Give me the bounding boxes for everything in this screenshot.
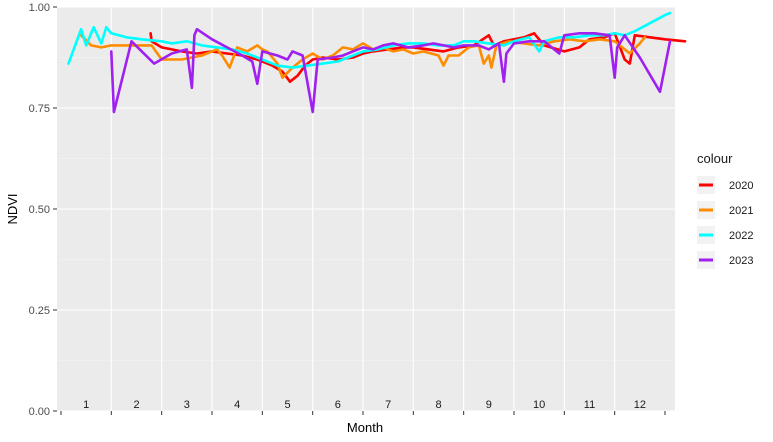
legend-label-2023: 2023	[729, 255, 753, 267]
series-lines	[67, 11, 687, 114]
legend-label-2022: 2022	[729, 230, 753, 242]
legend-items: 2020 2021 2022 2023	[697, 176, 753, 269]
legend: colour 2020 2021 2022 2023	[697, 151, 753, 269]
grid-lines	[57, 6, 675, 412]
legend-label-2020: 2020	[729, 180, 753, 192]
axes: 0.00 0.25 0.50 0.75 1.00	[29, 2, 666, 418]
month-label: 4	[234, 399, 240, 411]
month-label: 6	[335, 399, 341, 411]
month-labels: 1 2 3 4 5 6 7 8 9 10 11 12	[83, 399, 646, 411]
month-label: 1	[83, 399, 89, 411]
month-label: 7	[385, 399, 391, 411]
y-tick-label: 1.00	[29, 2, 50, 14]
month-label: 3	[184, 399, 190, 411]
month-label: 2	[133, 399, 139, 411]
month-label: 12	[634, 399, 646, 411]
month-label: 5	[284, 399, 290, 411]
series-line-2022	[67, 11, 672, 69]
legend-label-2021: 2021	[729, 205, 753, 217]
legend-title: colour	[697, 151, 733, 166]
series-line-2021	[79, 34, 647, 79]
series-line-2023	[110, 27, 672, 114]
month-label: 11	[584, 399, 595, 411]
y-tick-label: 0.00	[29, 406, 50, 418]
month-label: 9	[486, 399, 492, 411]
y-tick-label: 0.50	[29, 204, 50, 216]
y-tick-label: 0.75	[29, 103, 50, 115]
y-axis-title: NDVI	[5, 193, 20, 224]
month-label: 8	[435, 399, 441, 411]
month-label: 10	[533, 399, 545, 411]
x-axis-title: Month	[347, 420, 383, 435]
y-tick-label: 0.25	[29, 305, 50, 317]
